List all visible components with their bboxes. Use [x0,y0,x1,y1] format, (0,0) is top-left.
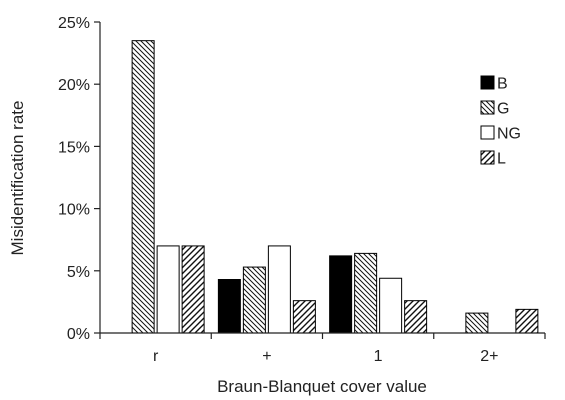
bar-l-3 [515,308,539,334]
bar-g-3 [465,312,489,334]
x-tick-label: + [262,348,271,365]
x-axis-ticks: r +1 2+ [99,333,546,365]
y-tick-label: 0% [67,326,90,343]
bar-g-1 [242,266,266,334]
bar-l-0 [181,245,205,334]
y-tick-label: 15% [58,139,90,156]
x-tick-label: 2+ [480,348,498,365]
legend-swatch-ng [480,125,495,140]
y-tick-label: 5% [67,264,90,281]
legend-swatch-l [480,150,495,165]
legend-swatch-g [480,100,495,115]
legend-label-l: L [497,151,506,168]
bar-g-2 [354,252,378,334]
x-tick-label: r [153,348,159,365]
bar-ng-2 [379,277,403,334]
y-tick-label: 10% [58,202,90,219]
x-axis-title: Braun-Blanquet cover value [217,377,427,396]
bar-ng-0 [156,245,180,334]
legend-label-g: G [497,101,509,118]
bar-ng-1 [267,245,291,334]
bars-layer [131,40,539,334]
legend-label-b: B [497,76,508,93]
bar-l-1 [292,300,316,334]
legend-swatch-b [480,75,495,90]
legend-label-ng: NG [497,126,521,143]
y-tick-label: 20% [58,77,90,94]
bar-b-2 [329,255,353,334]
bar-b-1 [217,279,241,334]
bar-g-0 [131,40,155,334]
y-axis-ticks: 0% 5% 10% 15% 20% 25% [58,15,100,343]
y-tick-label: 25% [58,15,90,32]
y-axis-title: Misidentification rate [8,101,27,256]
bar-l-2 [404,300,428,334]
legend: BG NG L [480,75,521,168]
x-tick-label: 1 [374,348,383,365]
